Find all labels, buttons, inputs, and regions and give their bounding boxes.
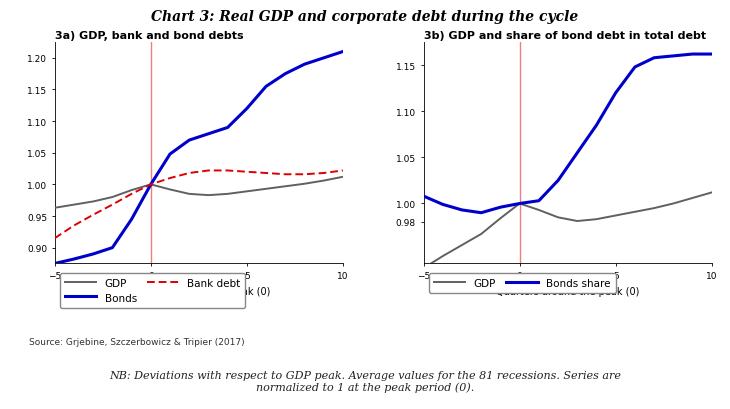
Text: Chart 3: Real GDP and corporate debt during the cycle: Chart 3: Real GDP and corporate debt dur… [151, 10, 579, 24]
Text: 3b) GDP and share of bond debt in total debt: 3b) GDP and share of bond debt in total … [423, 31, 706, 41]
Legend: GDP, Bonds share: GDP, Bonds share [429, 273, 615, 294]
X-axis label: Quarters around the peak (0): Quarters around the peak (0) [127, 286, 271, 296]
Legend: GDP, Bonds, Bank debt: GDP, Bonds, Bank debt [60, 273, 245, 308]
X-axis label: Quarters around the peak (0): Quarters around the peak (0) [496, 286, 639, 296]
Text: 3a) GDP, bank and bond debts: 3a) GDP, bank and bond debts [55, 31, 243, 41]
Text: NB: Deviations with respect to GDP peak. Average values for the 81 recessions. S: NB: Deviations with respect to GDP peak.… [109, 370, 621, 392]
Text: Source: Grjebine, Szczerbowicz & Tripier (2017): Source: Grjebine, Szczerbowicz & Tripier… [29, 337, 245, 346]
